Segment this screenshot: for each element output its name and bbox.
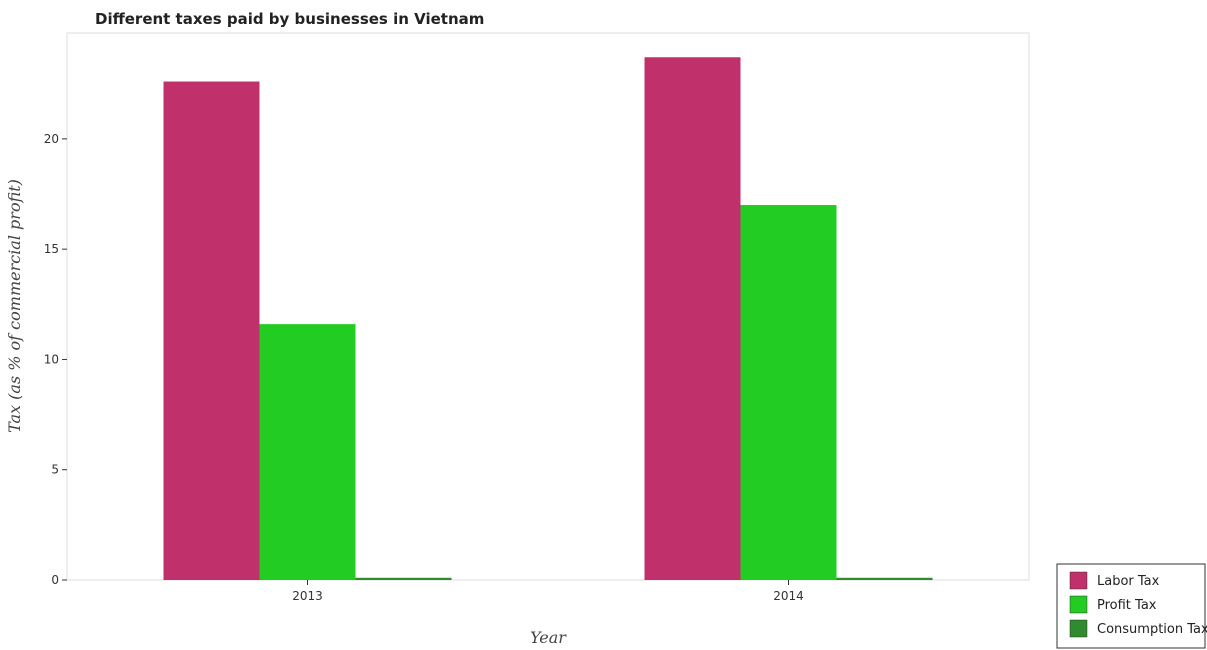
- bar-labor-tax-2013: [163, 81, 260, 580]
- legend-label: Labor Tax: [1097, 574, 1160, 589]
- y-tick-label: 0: [51, 573, 59, 587]
- legend-label: Profit Tax: [1097, 598, 1157, 613]
- bar-profit-tax-2013: [259, 324, 356, 580]
- x-tick-label: 2014: [773, 589, 804, 603]
- x-tick-label: 2013: [292, 589, 323, 603]
- bar-labor-tax-2014: [644, 57, 741, 581]
- y-tick-label: 5: [51, 463, 59, 477]
- legend-swatch: [1069, 595, 1088, 614]
- x-axis-label: Year: [530, 628, 567, 647]
- bars-group: [163, 57, 933, 581]
- legend-swatch: [1069, 619, 1088, 638]
- bar-profit-tax-2014: [740, 205, 837, 580]
- x-axis-ticks: 2013 2014: [292, 580, 804, 603]
- y-axis-label: Tax (as % of commercial profit): [5, 179, 24, 433]
- bar-consumption-tax-2013: [355, 577, 452, 580]
- legend-label: Consumption Tax: [1097, 622, 1207, 637]
- legend-swatch: [1069, 571, 1088, 590]
- y-tick-label: 20: [44, 132, 59, 146]
- chart-title: Different taxes paid by businesses in Vi…: [95, 10, 484, 28]
- y-tick-label: 15: [44, 242, 59, 256]
- legend: Labor Tax Profit Tax Consumption Tax: [1056, 563, 1207, 649]
- bar-consumption-tax-2014: [836, 577, 933, 580]
- y-tick-label: 10: [44, 352, 59, 366]
- y-axis-ticks: 0 5 10 15 20: [44, 132, 67, 587]
